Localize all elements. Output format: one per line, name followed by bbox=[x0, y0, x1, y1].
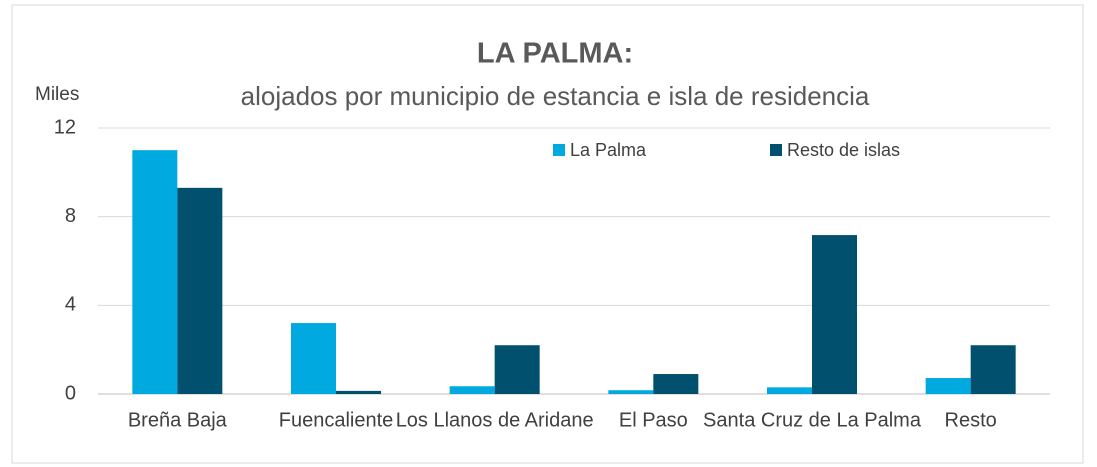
legend-label: La Palma bbox=[570, 140, 647, 160]
x-tick-label: Fuencaliente bbox=[279, 409, 394, 431]
bar bbox=[494, 345, 540, 394]
bar bbox=[812, 235, 857, 394]
legend-label: Resto de islas bbox=[787, 140, 900, 160]
bar bbox=[767, 387, 812, 394]
legend-swatch bbox=[553, 144, 565, 156]
x-tick-label: Breña Baja bbox=[128, 409, 228, 431]
x-tick-label: Santa Cruz de La Palma bbox=[703, 409, 922, 431]
chart-subtitle: alojados por municipio de estancia e isl… bbox=[241, 81, 870, 111]
bar bbox=[177, 187, 223, 394]
bar bbox=[970, 345, 1016, 394]
y-tick-label: 8 bbox=[65, 205, 76, 227]
y-tick-label: 4 bbox=[65, 294, 76, 316]
x-tick-label: Resto bbox=[945, 409, 997, 431]
y-tick-label: 0 bbox=[65, 382, 76, 404]
bar bbox=[925, 378, 971, 394]
bar bbox=[449, 386, 495, 394]
y-axis-label: Miles bbox=[35, 84, 79, 105]
bar bbox=[291, 323, 336, 394]
bar bbox=[653, 374, 699, 394]
bar bbox=[608, 390, 654, 394]
legend-swatch bbox=[770, 144, 782, 156]
bar bbox=[132, 150, 178, 394]
chart-title: LA PALMA: bbox=[477, 38, 633, 70]
bar bbox=[336, 390, 381, 394]
x-tick-label: El Paso bbox=[619, 409, 688, 431]
x-tick-label: Los Llanos de Aridane bbox=[396, 409, 594, 431]
y-tick-label: 12 bbox=[54, 116, 76, 138]
